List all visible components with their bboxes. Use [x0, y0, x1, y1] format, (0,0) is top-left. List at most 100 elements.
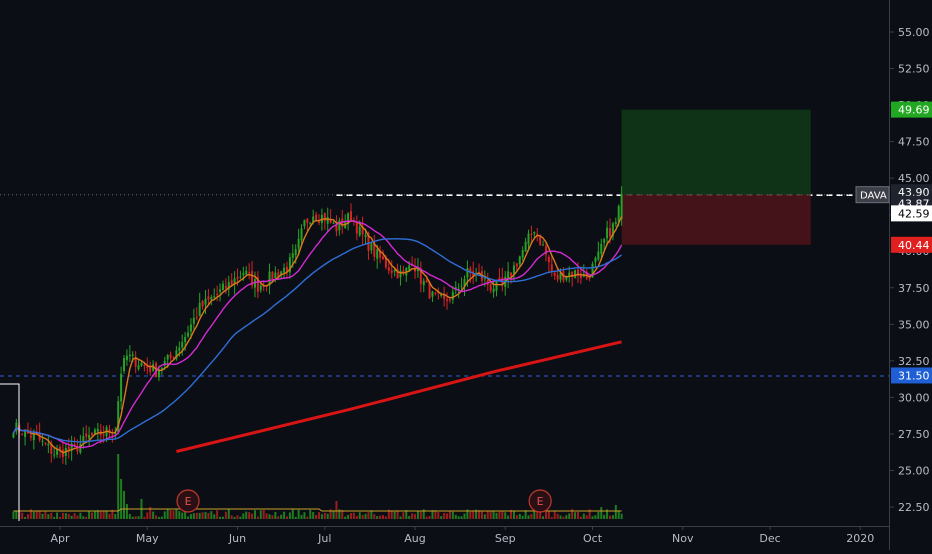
volume-bar	[312, 512, 315, 519]
candle-body	[274, 272, 277, 278]
volume-bar	[457, 516, 460, 519]
candle-body	[466, 268, 469, 278]
volume-bar	[431, 510, 434, 519]
volume-bar	[603, 514, 606, 519]
candle-body	[303, 220, 306, 227]
candle-body	[574, 270, 577, 278]
earnings-marker[interactable]	[528, 489, 552, 513]
volume-bar	[556, 513, 559, 519]
volume-bar	[425, 516, 428, 519]
volume-bar	[617, 510, 620, 519]
candle-body	[329, 218, 332, 223]
loss-zone[interactable]	[621, 194, 811, 245]
candle-body	[242, 273, 245, 276]
candle-body	[224, 285, 227, 289]
volume-bar	[440, 516, 443, 519]
volume-bar	[128, 514, 131, 519]
volume-bar	[172, 510, 175, 519]
candle-body	[59, 447, 61, 450]
volume-bar	[166, 509, 169, 519]
volume-bar	[448, 511, 451, 519]
volume-bar	[411, 513, 414, 519]
volume-bar	[99, 511, 102, 519]
candle-body	[576, 269, 579, 276]
candle-body	[451, 291, 454, 300]
volume-bar	[181, 512, 184, 519]
candle-body	[512, 265, 515, 274]
volume-bar	[70, 515, 73, 519]
volume-bar	[274, 511, 277, 519]
candle-body	[495, 279, 498, 291]
candle-body	[50, 442, 53, 454]
volume-bar	[259, 510, 262, 519]
volume-bar	[390, 511, 393, 519]
candle-body	[88, 434, 91, 439]
earnings-marker[interactable]	[176, 489, 200, 513]
volume-bar	[437, 512, 440, 519]
volume-bar	[387, 509, 390, 519]
y-tick-label: 52.50	[898, 63, 930, 76]
volume-bar	[361, 515, 364, 519]
candle-body	[565, 275, 568, 280]
profit-zone[interactable]	[621, 109, 811, 195]
volume-bar	[224, 511, 227, 519]
volume-bar	[443, 512, 446, 519]
candle-body	[323, 212, 326, 222]
candle-body	[21, 434, 24, 436]
volume-bar	[492, 511, 495, 519]
volume-bar	[41, 513, 44, 519]
volume-bar	[463, 513, 466, 519]
volume-bar	[539, 511, 542, 519]
price-label-box	[891, 236, 932, 253]
candle-body	[178, 347, 181, 351]
ticker-tag[interactable]	[855, 186, 890, 204]
volume-bar	[152, 511, 155, 519]
candle-body	[347, 213, 350, 224]
volume-bar	[422, 509, 425, 519]
volume-bar	[120, 479, 123, 519]
candle-body	[227, 282, 230, 290]
volume-bar	[184, 512, 187, 519]
candle-body	[143, 365, 146, 367]
candle-body	[251, 271, 254, 286]
volume-bar	[149, 507, 152, 519]
volume-bar	[483, 514, 486, 519]
x-tick-label: Nov	[672, 532, 694, 545]
price-label: 42.59	[898, 207, 930, 220]
candle-body	[524, 241, 527, 252]
candle-body	[382, 256, 385, 260]
candle-body	[233, 278, 236, 285]
candle-body	[614, 222, 617, 225]
volume-bar	[582, 513, 585, 519]
candle-body	[571, 271, 574, 278]
volume-bar	[416, 510, 419, 519]
candle-body	[350, 211, 352, 222]
volume-bar	[326, 513, 329, 519]
x-tick-label: Jun	[228, 532, 246, 545]
volume-bar	[236, 515, 239, 519]
candle-body	[85, 433, 88, 437]
candle-body	[600, 243, 603, 254]
price-label-box	[891, 205, 932, 222]
volume-bar	[597, 511, 600, 519]
volume-bar	[309, 509, 312, 519]
volume-bar	[335, 501, 338, 519]
candle-body	[291, 253, 294, 258]
volume-bar	[251, 513, 254, 519]
volume-bar	[355, 515, 358, 519]
y-tick-label: 25.00	[898, 464, 930, 477]
volume-bar	[303, 512, 306, 519]
volume-bar	[419, 511, 422, 519]
candle-body	[606, 227, 609, 239]
volume-bar	[288, 512, 291, 519]
candle-body	[611, 223, 614, 237]
volume-bar	[219, 516, 222, 519]
volume-bar	[105, 510, 108, 519]
candle-body	[553, 272, 556, 276]
volume-average-line	[13, 508, 622, 512]
candle-body	[239, 276, 242, 278]
volume-bar	[405, 510, 408, 519]
candle-body	[306, 218, 309, 224]
y-tick-label: 37.50	[898, 282, 930, 295]
